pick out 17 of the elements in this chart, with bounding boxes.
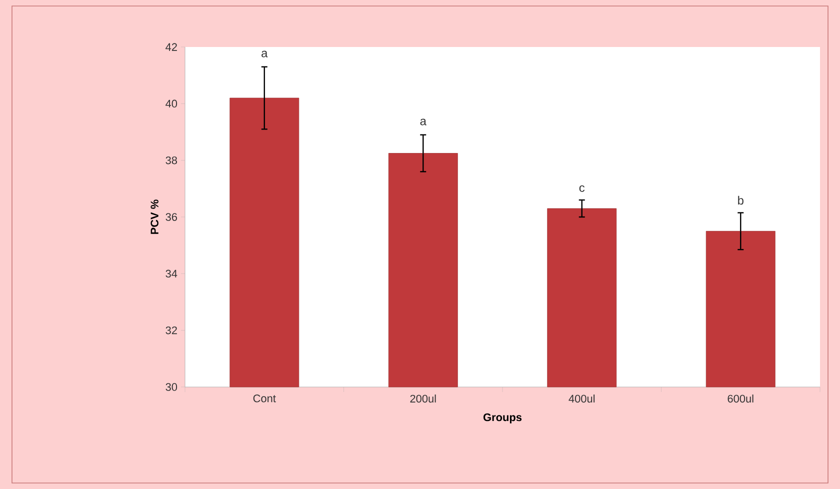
x-tick-label: Cont	[253, 394, 276, 402]
x-tick-label: 400ul	[568, 394, 595, 403]
y-axis-title: PCV %	[150, 200, 158, 234]
y-tick-label: 32	[166, 326, 177, 334]
y-tick-label: 30	[166, 383, 178, 391]
annotation: a	[262, 50, 268, 58]
y-tick-label: 38	[166, 156, 177, 164]
annotation: c	[579, 185, 585, 192]
y-tick-label: 34	[166, 270, 178, 278]
x-tick-label: 600ul	[728, 394, 754, 403]
annotation: b	[738, 196, 744, 205]
y-tick-label: 42	[166, 43, 177, 51]
x-axis-title: Groups	[483, 413, 522, 424]
annotation: a	[420, 118, 426, 126]
y-tick-label: 36	[166, 213, 177, 221]
x-tick-label: 200ul	[410, 394, 436, 403]
y-tick-label: 40	[166, 100, 178, 108]
